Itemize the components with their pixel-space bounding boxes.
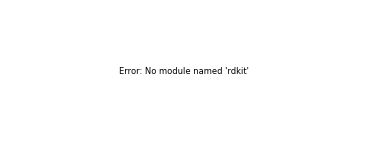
Text: Error: No module named 'rdkit': Error: No module named 'rdkit': [119, 68, 249, 76]
